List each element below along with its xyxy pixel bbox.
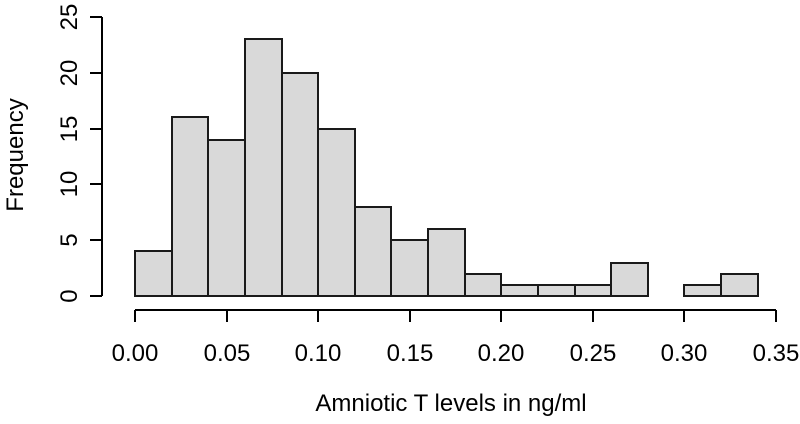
x-tick-label: 0.15: [387, 340, 434, 367]
x-tick-label: 0.35: [753, 340, 800, 367]
x-tick-label: 0.25: [570, 340, 617, 367]
histogram-bar: [317, 128, 356, 297]
histogram-bar: [354, 206, 392, 297]
histogram-bar: [244, 38, 283, 297]
histogram-bar: [427, 228, 466, 297]
x-tick-label: 0.10: [295, 340, 342, 367]
histogram-bar: [610, 262, 649, 297]
histogram-bar: [281, 72, 319, 297]
histogram-bar: [134, 250, 173, 297]
histogram-bar: [207, 139, 246, 297]
y-tick-label: 20: [56, 60, 83, 87]
histogram-bar: [574, 284, 612, 297]
histogram-bar: [500, 284, 539, 297]
y-tick-label: 15: [56, 116, 83, 143]
x-tick-label: 0.30: [661, 340, 708, 367]
histogram-bar: [464, 273, 502, 297]
y-tick-label: 25: [56, 4, 83, 31]
y-tick-label: 10: [56, 171, 83, 198]
histogram-bar: [537, 284, 576, 297]
axes-group: 0 5 10 15 20 25 0.00 0.05 0.10 0.15 0.20 0.25 0.30 0.…: [56, 4, 799, 367]
histogram-bar: [720, 273, 759, 297]
histogram-bar: [171, 116, 209, 297]
bars-group: [134, 38, 759, 297]
x-axis-title: Amniotic T levels in ng/ml: [315, 390, 586, 417]
x-tick-label: 0.00: [112, 340, 159, 367]
histogram-bar: [390, 239, 429, 297]
y-tick-label: 0: [56, 289, 83, 302]
x-tick-label: 0.20: [478, 340, 525, 367]
y-tick-label: 5: [56, 233, 83, 246]
y-axis-title: Frequency: [2, 98, 29, 211]
histogram-bar: [683, 284, 722, 297]
x-tick-label: 0.05: [204, 340, 251, 367]
